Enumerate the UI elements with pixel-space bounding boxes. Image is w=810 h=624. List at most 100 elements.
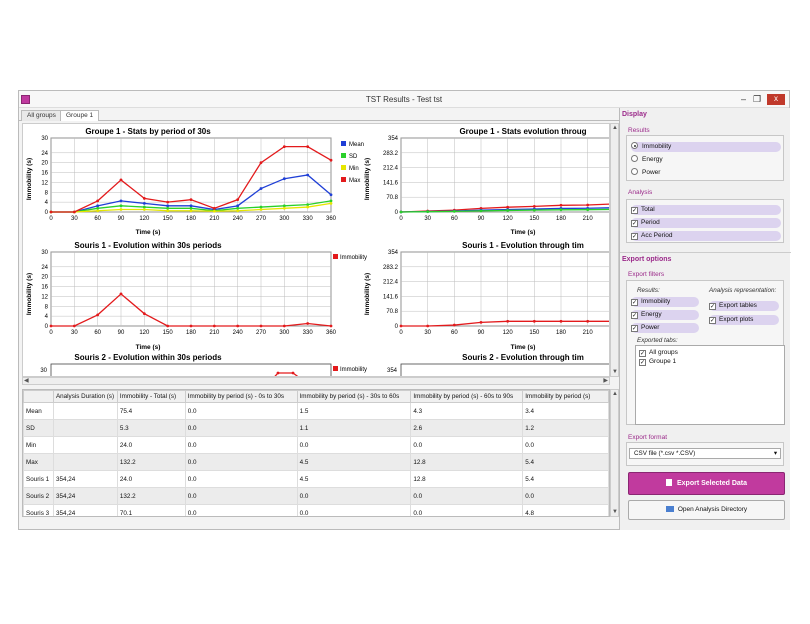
table-cell[interactable]: 5.3 [116,419,186,437]
table-cell[interactable]: 12.8 [410,470,524,488]
column-header[interactable]: Immobility by period (s) - 60s to 90s [410,390,524,403]
table-row[interactable]: Mean 75.4 0.0 1.5 4.3 3.4 [23,402,609,420]
table-cell[interactable]: 0.0 [296,487,412,505]
table-cell[interactable]: Souris 2 [23,487,54,505]
charts-vertical-scrollbar[interactable]: ▲ ▼ [610,123,619,377]
maximize-button[interactable]: ❐ [753,94,762,104]
column-header[interactable]: Immobility by period (s) - 30s to 60s [296,390,412,403]
open-analysis-directory-button[interactable]: Open Analysis Directory [628,500,785,520]
table-row[interactable]: Souris 1 354,24 24.0 0.0 4.5 12.8 5.4 [23,470,609,488]
table-cell[interactable]: 5.4 [522,453,609,471]
table-cell[interactable]: Min [23,436,54,454]
chart-title: Groupe 1 - Stats evolution throug [459,127,586,136]
scroll-right-icon[interactable]: ▶ [603,378,608,384]
radio-immobility[interactable]: Immobility [631,142,781,152]
table-cell[interactable]: 4.3 [410,402,524,420]
table-cell[interactable]: 3.4 [522,402,609,420]
table-row[interactable]: Souris 3 354,24 70.1 0.0 0.0 0.0 4.8 [23,504,609,516]
y-tick-label: 16 [41,285,48,291]
charts-horizontal-scrollbar[interactable]: ◀ ▶ [22,377,610,385]
table-cell[interactable]: 4.5 [296,453,412,471]
table-cell[interactable]: 4.8 [522,504,609,516]
column-header[interactable]: Immobility by period (s) - 0s to 30s [184,390,298,403]
scroll-up-icon[interactable]: ▲ [612,391,618,397]
table-row[interactable]: SD 5.3 0.0 1.1 2.6 1.2 [23,419,609,437]
table-row[interactable]: Max 132.2 0.0 4.5 12.8 5.4 [23,453,609,471]
table-cell[interactable]: Souris 3 [23,504,54,516]
table-cell[interactable] [52,436,118,454]
table-cell[interactable]: 0.0 [410,487,524,505]
table-cell[interactable]: Souris 1 [23,470,54,488]
table-cell[interactable]: 0.0 [522,487,609,505]
table-cell[interactable]: 354,24 [52,504,118,516]
table-cell[interactable] [52,419,118,437]
checkbox-acc-period[interactable]: ✓ Acc Period [631,231,781,241]
column-header[interactable]: Immobility by period (s) [522,390,609,403]
table-cell[interactable]: 0.0 [184,487,298,505]
column-header[interactable] [23,390,54,403]
table-cell[interactable]: 0.0 [184,419,298,437]
scroll-down-icon[interactable]: ▼ [612,509,618,515]
table-cell[interactable]: 1.2 [522,419,609,437]
export-tables-checkbox[interactable]: ✓ Export tables [709,301,779,311]
export-checkbox-energy[interactable]: ✓ Energy [631,310,699,320]
table-cell[interactable]: 1.5 [296,402,412,420]
scroll-down-icon[interactable]: ▼ [612,369,618,375]
radio-energy[interactable]: Energy [631,155,663,165]
export-selected-data-button[interactable]: Export Selected Data [628,472,785,495]
radio-power[interactable]: Power [631,168,660,178]
table-cell[interactable]: 12.8 [410,453,524,471]
table-cell[interactable]: 5.4 [522,470,609,488]
exported-tab-groupe-1[interactable]: ✓ Groupe 1 [639,357,676,367]
table-cell[interactable]: Mean [23,402,54,420]
table-cell[interactable]: 0.0 [410,436,524,454]
table-row[interactable]: Souris 2 354,24 132.2 0.0 0.0 0.0 0.0 [23,487,609,505]
column-header[interactable]: Immobility - Total (s) [116,390,186,403]
table-cell[interactable]: 0.0 [184,470,298,488]
table-cell[interactable]: 0.0 [522,436,609,454]
table-cell[interactable]: 354,24 [52,487,118,505]
table-cell[interactable]: 0.0 [410,504,524,516]
table-cell[interactable]: 24.0 [116,470,186,488]
checkbox-total[interactable]: ✓ Total [631,205,781,215]
table-cell[interactable]: 70.1 [116,504,186,516]
data-point [96,199,100,203]
table-cell[interactable] [52,402,118,420]
export-checkbox-power[interactable]: ✓ Power [631,323,699,333]
data-point [142,205,146,209]
table-cell[interactable]: 132.2 [116,487,186,505]
export-checkbox-immobility[interactable]: ✓ Immobility [631,297,699,307]
table-cell[interactable]: 132.2 [116,453,186,471]
table-cell[interactable]: 0.0 [184,402,298,420]
data-point [72,324,76,328]
table-cell[interactable]: 4.5 [296,470,412,488]
scroll-up-icon[interactable]: ▲ [612,125,618,131]
tab-all-groups[interactable]: All groups [21,110,62,121]
table-cell[interactable]: 0.0 [184,453,298,471]
table-cell[interactable] [52,453,118,471]
close-button[interactable]: x [767,94,785,105]
export-format-select[interactable]: CSV file (*.csv *.CSV) ▾ [629,448,781,459]
x-tick-label: 180 [186,216,197,222]
table-cell[interactable]: 0.0 [296,436,412,454]
exported-tab-all-groups[interactable]: ✓ All groups [639,348,678,358]
table-cell[interactable]: 1.1 [296,419,412,437]
table-cell[interactable]: 75.4 [116,402,186,420]
table-cell[interactable]: 0.0 [296,504,412,516]
table-cell[interactable]: Max [23,453,54,471]
checkbox-period[interactable]: ✓ Period [631,218,781,228]
column-header[interactable]: Analysis Duration (s) [52,390,118,403]
tab-groupe-1[interactable]: Groupe 1 [60,110,100,121]
exported-tabs-list: ✓ All groups ✓ Groupe 1 [635,345,785,425]
table-vertical-scrollbar[interactable]: ▲ ▼ [610,389,619,517]
table-cell[interactable]: 0.0 [184,504,298,516]
table-cell[interactable]: SD [23,419,54,437]
minimize-button[interactable]: – [741,94,747,104]
table-cell[interactable]: 354,24 [52,470,118,488]
table-cell[interactable]: 24.0 [116,436,186,454]
table-cell[interactable]: 2.6 [410,419,524,437]
table-cell[interactable]: 0.0 [184,436,298,454]
scroll-left-icon[interactable]: ◀ [24,378,29,384]
export-plots-checkbox[interactable]: ✓ Export plots [709,315,779,325]
table-row[interactable]: Min 24.0 0.0 0.0 0.0 0.0 [23,436,609,454]
